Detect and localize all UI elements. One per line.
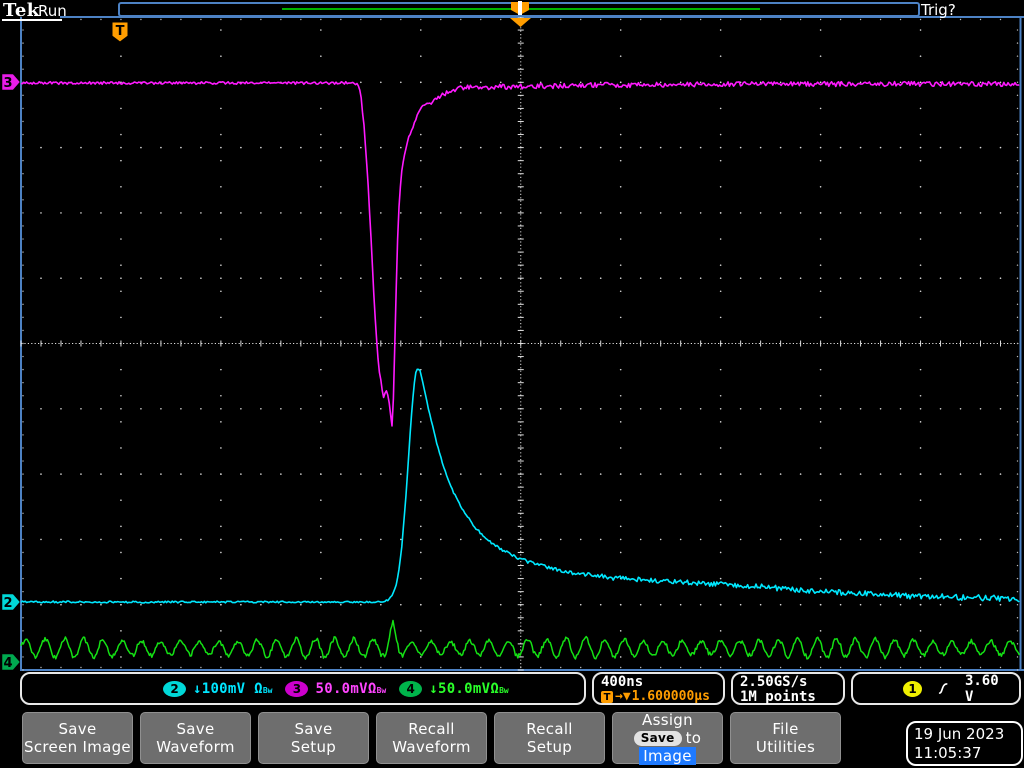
channel-4-readout[interactable]: 4 ↓50.0mVΩBw: [399, 680, 509, 697]
save-setup-button[interactable]: Save Setup: [258, 712, 369, 764]
channel-readout-box: 2 ↓100mV ΩBw 3 50.0mVΩBw 4 ↓50.0mVΩBw: [20, 672, 586, 705]
delay-arrow: →▼: [615, 689, 631, 704]
svg-text:3: 3: [3, 76, 12, 91]
save-waveform-button[interactable]: Save Waveform: [140, 712, 251, 764]
acquisition-readout-box: 2.50GS/s 1M points: [731, 672, 845, 705]
svg-text:T: T: [116, 24, 125, 39]
time-label: 11:05:37: [914, 743, 982, 762]
date-label: 19 Jun 2023: [914, 724, 1005, 743]
trigger-status-label: Trig?: [921, 1, 956, 19]
channel-4-badge: 4: [399, 680, 423, 697]
horizontal-readout-box[interactable]: 400ns T →▼ 1.600000µs: [592, 672, 725, 705]
tek-logo-underline: [2, 19, 62, 21]
record-length: 1M points: [740, 689, 816, 705]
acquisition-status: Run: [38, 2, 67, 20]
trigger-flag-bar: [518, 1, 522, 15]
horizontal-scale: 400ns: [601, 674, 644, 690]
tek-logo: Tek: [3, 0, 40, 21]
recall-waveform-button[interactable]: Recall Waveform: [376, 712, 487, 764]
channel-4-settings: ↓50.0mVΩBw: [429, 680, 509, 697]
channel-3-readout[interactable]: 3 50.0mVΩBw: [285, 680, 387, 697]
delay-value: 1.600000µs: [631, 689, 710, 704]
trigger-readout-box[interactable]: 1 3.60 V: [851, 672, 1021, 705]
file-utilities-button[interactable]: File Utilities: [730, 712, 841, 764]
trigger-t-icon: T: [601, 691, 613, 703]
channel-2-badge: 2: [163, 680, 186, 697]
channel-3-settings: 50.0mVΩBw: [315, 680, 387, 697]
trigger-position-icon[interactable]: [511, 1, 529, 15]
channel-3-badge: 3: [285, 680, 309, 697]
save-screen-image-button[interactable]: Save Screen Image: [22, 712, 133, 764]
horizontal-delay: T →▼ 1.600000µs: [601, 690, 723, 704]
svg-text:4: 4: [3, 656, 12, 671]
recall-setup-button[interactable]: Recall Setup: [494, 712, 605, 764]
sample-rate: 2.50GS/s: [740, 674, 808, 690]
channel-2-settings: ↓100mV ΩBw: [193, 680, 273, 697]
datetime-box: 19 Jun 2023 11:05:37: [906, 721, 1023, 766]
rising-edge-icon: [938, 683, 948, 694]
assign-save-button[interactable]: Assign Save to Image: [612, 711, 723, 765]
trigger-source-badge: 1: [903, 680, 923, 697]
save-key-icon: Save: [633, 730, 682, 746]
waveform-display: T 3 2 4: [1, 16, 1024, 671]
assign-target-highlight: Image: [639, 747, 696, 765]
svg-text:2: 2: [3, 596, 12, 611]
trigger-level: 3.60 V: [964, 672, 999, 705]
channel-2-readout[interactable]: 2 ↓100mV ΩBw: [163, 680, 273, 697]
